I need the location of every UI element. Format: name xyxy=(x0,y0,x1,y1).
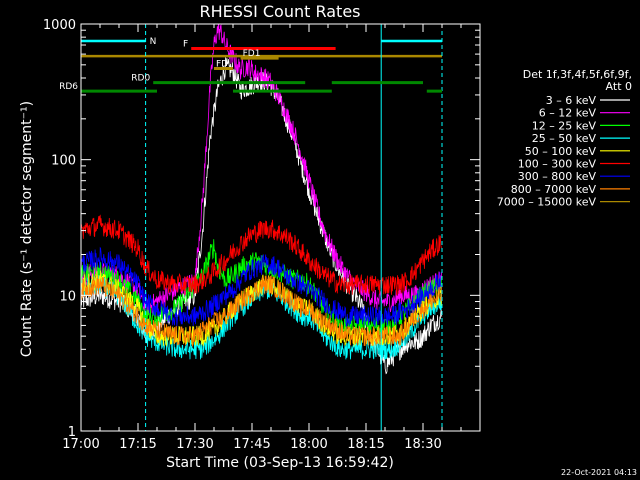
legend-label: 800 – 7000 keV xyxy=(511,183,597,196)
y-tick-label: 100 xyxy=(51,154,76,169)
flag-label-rd0: RD0 xyxy=(131,74,150,84)
x-tick-label: 17:45 xyxy=(233,437,270,452)
legend-label: 100 – 300 keV xyxy=(518,158,597,171)
x-tick-label: 17:00 xyxy=(62,437,99,452)
y-tick-label: 1000 xyxy=(43,18,76,33)
legend-label: 12 – 25 keV xyxy=(532,119,597,132)
flag-label-fd1: FD1 xyxy=(243,49,261,59)
flag-label-fd: FD xyxy=(216,59,228,69)
plot-frame xyxy=(80,23,481,432)
x-tick-label: 18:30 xyxy=(404,437,441,452)
legend-label: 3 – 6 keV xyxy=(546,94,597,107)
plot-area: N F FD1 FD RD0 RD6 17:00 17:15 17:30 17:45 18:00 18… xyxy=(43,18,481,452)
y-tick-label: 10 xyxy=(59,289,76,304)
y-tick-label: 1 xyxy=(68,425,76,440)
x-axis-label: Start Time (03-Sep-13 16:59:42) xyxy=(166,455,394,471)
flag-label-f: F xyxy=(183,39,188,49)
legend-label: 6 – 12 keV xyxy=(539,107,597,120)
legend-label: 300 – 800 keV xyxy=(518,170,597,183)
x-tick-label: 17:30 xyxy=(176,437,213,452)
x-tick-label: 17:15 xyxy=(119,437,156,452)
flag-label-rd6: RD6 xyxy=(59,82,78,92)
x-tick-label: 18:15 xyxy=(347,437,384,452)
att-state-label: N xyxy=(150,37,157,47)
legend-label: 25 – 50 keV xyxy=(532,132,597,145)
legend-header: Det 1f,3f,4f,5f,6f,9f, xyxy=(523,68,632,81)
legend-label: 7000 – 15000 keV xyxy=(497,196,597,209)
x-tick-label: 18:00 xyxy=(290,437,327,452)
legend-header: Att 0 xyxy=(606,80,632,93)
legend-label: 50 – 100 keV xyxy=(525,145,597,158)
date-stamp: 22-Oct-2021 04:13 xyxy=(561,468,637,477)
chart-title: RHESSI Count Rates xyxy=(200,2,361,21)
y-axis-label: Count Rate (s⁻¹ detector segment⁻¹) xyxy=(19,101,35,357)
